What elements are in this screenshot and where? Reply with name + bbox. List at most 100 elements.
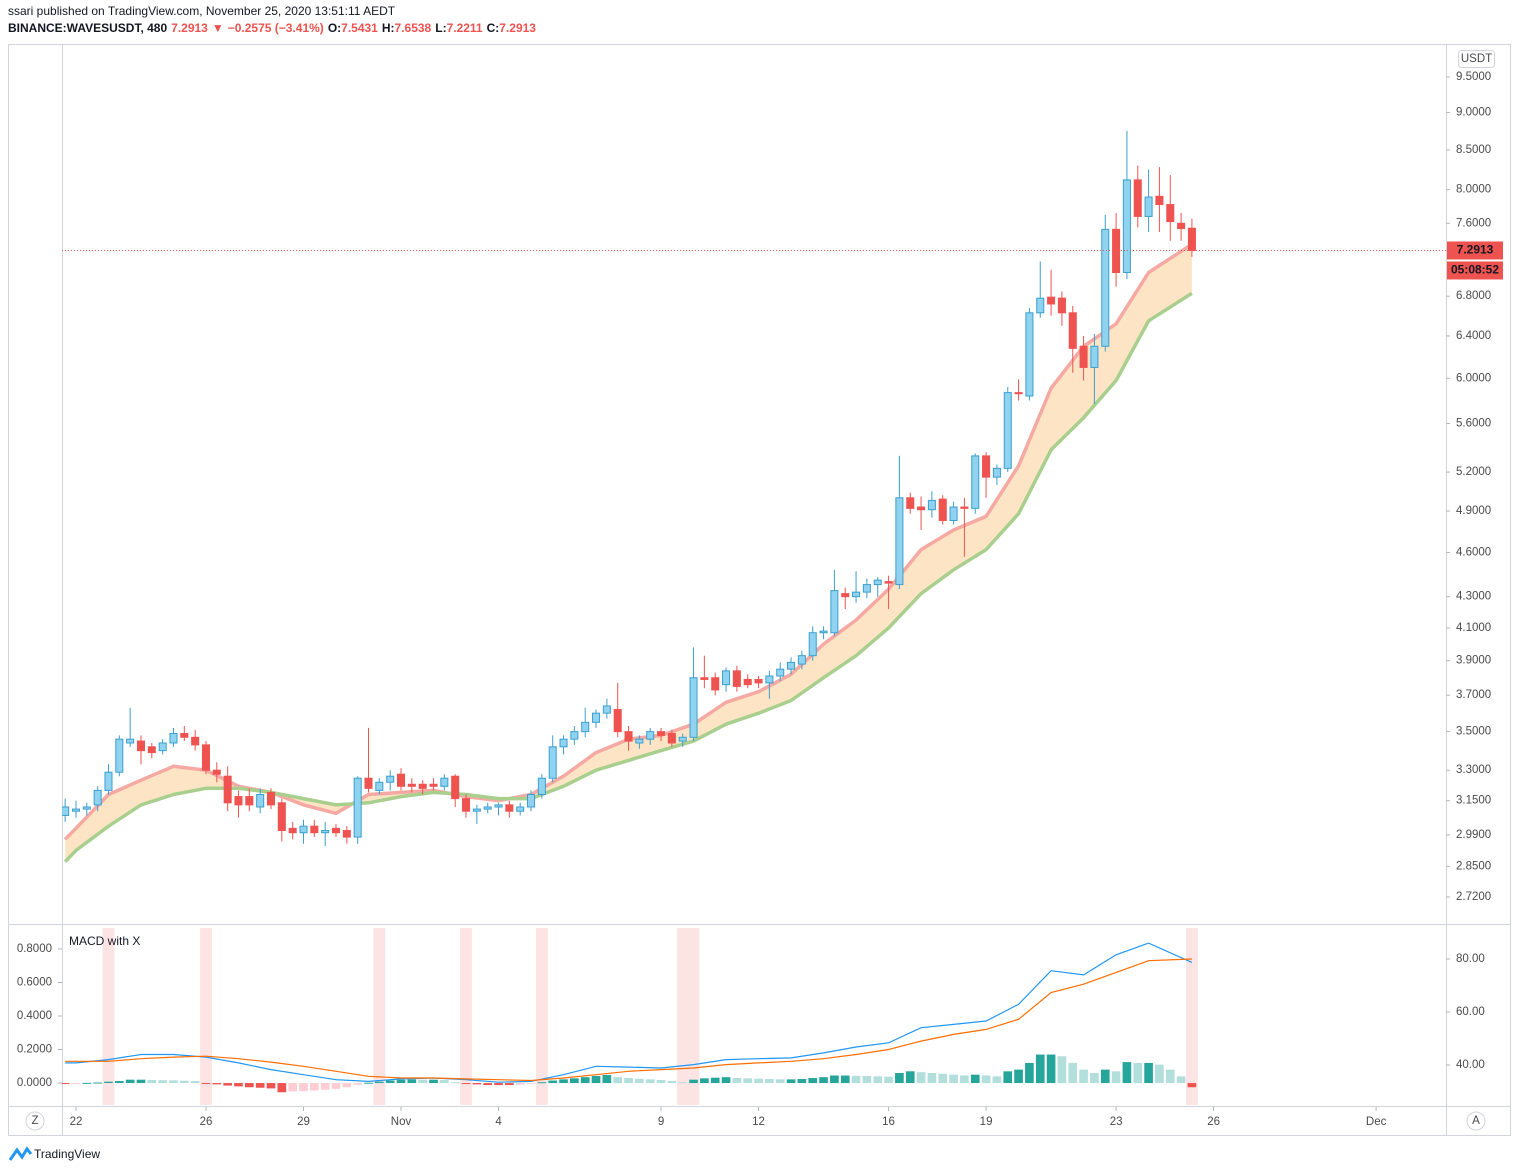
candle-body	[862, 584, 871, 593]
candle-body	[657, 731, 666, 736]
candle-body	[1036, 297, 1045, 314]
histogram-bar	[851, 1075, 861, 1084]
histogram-bar	[1165, 1069, 1175, 1084]
logo-text: TradingView	[34, 1147, 100, 1161]
histogram-bar	[830, 1075, 839, 1084]
candle-body	[82, 806, 91, 810]
candle-body	[440, 777, 449, 787]
histogram-bar	[667, 1081, 677, 1084]
candle-body	[1057, 297, 1066, 314]
signal-highlight	[535, 928, 548, 1105]
candle-body	[602, 705, 611, 714]
histogram-bar	[385, 1080, 395, 1084]
candle-body	[115, 738, 124, 773]
moving-average	[63, 242, 1193, 841]
histogram-bar	[494, 1083, 503, 1086]
histogram-bar	[429, 1079, 438, 1084]
candle-body	[331, 827, 341, 834]
candle-body	[581, 721, 590, 733]
candle-body	[136, 740, 146, 752]
histogram-bar	[1090, 1072, 1099, 1084]
candle-body	[256, 794, 265, 808]
candle-body	[158, 742, 167, 752]
candle-body	[711, 677, 720, 691]
candle-body	[169, 733, 178, 744]
histogram-bar	[1079, 1069, 1088, 1084]
open-value: 7.5431	[341, 21, 378, 35]
y-tick-label: 0.2000	[17, 1044, 52, 1056]
change: −0.2575 (−3.41%)	[228, 21, 324, 35]
high-label: H:	[382, 21, 395, 35]
histogram-bar	[472, 1083, 482, 1085]
ma-band	[65, 244, 1192, 862]
candle-body	[396, 773, 406, 787]
y-tick-label: 4.1000	[1456, 622, 1491, 634]
signal-highlight	[1186, 928, 1198, 1105]
histogram-bar	[743, 1078, 753, 1084]
z-button-label[interactable]: Z	[31, 1115, 38, 1127]
histogram-bar	[169, 1080, 178, 1084]
y2-tick-label: 40.00	[1456, 1059, 1485, 1071]
logo-icon	[8, 1146, 33, 1161]
histogram-bar	[635, 1078, 644, 1084]
x-tick-label: 9	[658, 1116, 664, 1128]
histogram-bar	[548, 1080, 558, 1084]
histogram-bar	[266, 1083, 276, 1089]
x-tick-label: 26	[1207, 1116, 1220, 1128]
histogram-bar	[559, 1079, 568, 1084]
candle-body	[516, 806, 525, 812]
candle-body	[992, 467, 1001, 478]
histogram-bar	[1155, 1064, 1164, 1084]
candle-body	[527, 794, 536, 808]
candle-body	[472, 808, 481, 812]
y-tick-label: 2.9900	[1456, 829, 1491, 841]
z-button[interactable]	[25, 1111, 45, 1131]
change-arrow: ▼	[212, 21, 224, 35]
histogram-bar	[288, 1083, 298, 1092]
y-tick-label: 3.3000	[1456, 764, 1491, 776]
candle-body	[364, 777, 373, 789]
candle-body	[787, 661, 796, 670]
y-tick-label: 2.8500	[1456, 860, 1491, 872]
a-button[interactable]	[1466, 1111, 1486, 1131]
candle-body	[808, 632, 817, 657]
candle-body	[266, 791, 276, 806]
histogram-bar	[1003, 1071, 1013, 1084]
histogram-bar	[223, 1083, 232, 1086]
a-button-label[interactable]: A	[1472, 1115, 1480, 1127]
close-value: 7.2913	[499, 21, 536, 35]
x-tick-label: 23	[1110, 1116, 1123, 1128]
candle-body	[147, 746, 156, 754]
candle-body	[93, 789, 102, 806]
y-tick-label: 3.9000	[1456, 655, 1491, 667]
candle-body	[71, 808, 80, 812]
x-tick-label: Dec	[1366, 1116, 1387, 1128]
candle-body	[1003, 392, 1012, 469]
candle-body	[700, 677, 709, 680]
histogram-bar	[364, 1082, 373, 1084]
low-value: 7.2211	[447, 21, 483, 35]
candle-body	[418, 783, 427, 789]
y-tick-label: 5.2000	[1456, 466, 1491, 478]
signal-highlight	[102, 928, 115, 1105]
candle-body	[201, 744, 211, 771]
candle-body	[1079, 345, 1088, 368]
candle-body	[635, 738, 644, 744]
candle-body	[765, 675, 774, 684]
candle-body	[548, 746, 557, 779]
histogram-bar	[277, 1083, 287, 1093]
candle-body	[873, 579, 882, 586]
histogram-bar	[602, 1074, 612, 1084]
candle-body	[927, 499, 936, 511]
histogram-bar	[418, 1079, 428, 1084]
y-tick-label: 3.7000	[1456, 689, 1491, 701]
histogram-bar	[1122, 1062, 1132, 1084]
signal-highlight	[373, 928, 386, 1105]
y2-tick-label: 80.00	[1456, 953, 1485, 965]
candle-body	[277, 802, 286, 832]
candle-body	[342, 830, 351, 838]
histogram-bar	[104, 1081, 113, 1084]
histogram-bar	[1100, 1069, 1110, 1084]
histogram-bar	[407, 1079, 417, 1084]
histogram-bar	[992, 1076, 1002, 1084]
